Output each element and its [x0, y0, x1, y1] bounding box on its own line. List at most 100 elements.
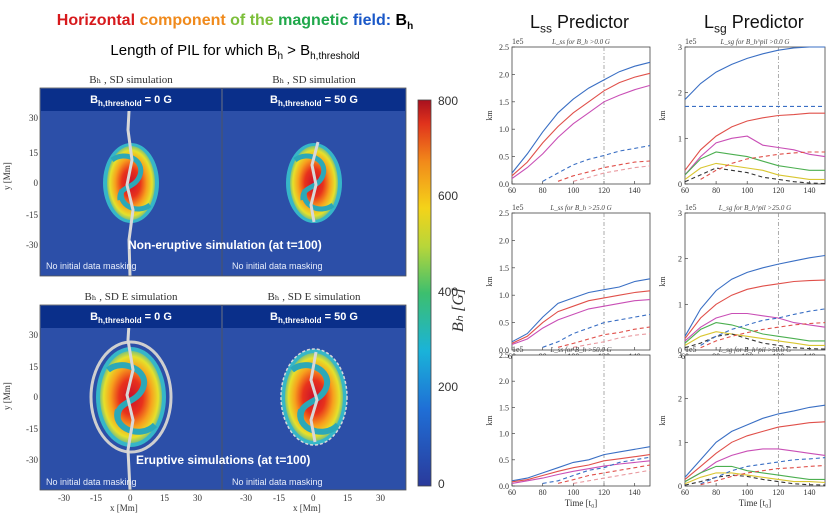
field-blob-sde-50 — [280, 348, 348, 446]
x-tick-label: 80 — [539, 488, 547, 497]
x-tick-label: 60 — [681, 186, 689, 195]
y-axis-label: km — [485, 110, 494, 121]
y-tick: 30 — [29, 113, 38, 123]
lss-rest: Predictor — [552, 12, 630, 32]
series-line-blue — [684, 254, 826, 337]
series-line-pink-dash — [573, 333, 651, 348]
series-line-magenta — [684, 448, 826, 483]
series-line-pink-dash — [573, 165, 651, 182]
y-tick-label: 2.0 — [499, 377, 509, 386]
y-tick: 0 — [33, 178, 39, 188]
y-tick: -15 — [26, 424, 38, 434]
threshold-banner-sde-50: Bh,threshold = 50 G — [223, 306, 405, 328]
series-line-red-dash — [557, 464, 651, 484]
series-line-magenta — [511, 460, 651, 484]
figure-subtitle: Length of PIL for which Bh > Bh,threshol… — [0, 42, 470, 62]
banner-b: B — [270, 94, 278, 106]
banner-value: 0 G — [154, 311, 172, 323]
title-word-3: of the — [230, 12, 274, 29]
banner-b: B — [270, 311, 278, 323]
title-word-1: Horizontal — [56, 12, 136, 29]
chart-title: L_sg for B_h^pil >50.0 G — [718, 346, 791, 354]
x-tick-label: 100 — [567, 488, 579, 497]
lsg-l: L — [704, 12, 715, 32]
series-line-blue-dash — [542, 145, 651, 182]
x-tick: -15 — [273, 493, 285, 503]
y-tick: 0 — [33, 392, 39, 402]
magnetic-field-maps — [39, 87, 432, 491]
banner-sub: h,threshold — [277, 99, 322, 109]
x-tick: 30 — [376, 493, 385, 503]
x-tick-label: 140 — [803, 186, 815, 195]
series-line-blue-dash — [700, 308, 826, 346]
chart-panel-3: L_ss for B_h >25.0 G1e50.00.51.01.52.02.… — [485, 203, 651, 361]
chart-scale: 1e5 — [685, 345, 697, 354]
series-line-red-dash — [700, 322, 826, 349]
y-tick-label: 0.5 — [499, 319, 509, 328]
y-tick-label: 1 — [678, 134, 682, 143]
series-line-red-dash — [557, 326, 651, 348]
masking-note-sd-50: No initial data masking — [232, 261, 323, 271]
y-tick-label: 1.5 — [499, 403, 509, 412]
chart-panel-5: L_ss for B_h >50.0 G1e50.00.51.01.52.02.… — [485, 345, 651, 508]
y-tick-label: 0.0 — [499, 482, 509, 491]
y-tick-label: 2.5 — [499, 43, 509, 52]
chart-scale: 1e5 — [512, 37, 524, 46]
series-line-red — [511, 72, 651, 177]
lsg-header: Lsg Predictor — [704, 12, 804, 36]
series-line-black-dash — [684, 474, 826, 486]
chart-scale: 1e5 — [512, 203, 524, 212]
series-line-red-dash — [700, 464, 826, 486]
field-blob-sd-50 — [286, 141, 342, 223]
chart-frame — [684, 354, 826, 487]
series-line-magenta — [511, 299, 651, 346]
y-tick-label: 2.0 — [499, 236, 509, 245]
y-tick-label: 0.0 — [499, 346, 509, 355]
chart-panel-4: L_sg for B_h^pil >25.0 G1e50123km6080100… — [658, 203, 826, 361]
y-tick-label: 0 — [678, 180, 682, 189]
title-word-5: field: — [352, 12, 392, 29]
y-tick-label: 0.5 — [499, 456, 509, 465]
y-tick-label: 0.5 — [499, 153, 509, 162]
y-axis-label: km — [485, 276, 494, 287]
colorbar-tick: 400 — [438, 285, 459, 299]
x-tick-label: 120 — [598, 186, 610, 195]
y-tick-label: 0.0 — [499, 180, 509, 189]
threshold-banner-sde-0: Bh,threshold = 0 G — [41, 306, 221, 328]
lsg-rest: Predictor — [726, 12, 804, 32]
series-line-red — [684, 279, 826, 339]
colorbar-tick: 600 — [438, 189, 459, 203]
field-blob-sd-0 — [103, 91, 159, 277]
colorbar-tick: 800 — [438, 94, 459, 108]
banner-b: B — [90, 94, 99, 106]
chart-panel-1: L_ss for B_h >0.0 G 1e5 0.0 0.5 1.0 1.5 2.0 2.5… — [485, 37, 651, 195]
series-line-red — [684, 112, 825, 171]
y-tick-label: 2 — [678, 255, 682, 264]
y-tick-label: 3 — [678, 209, 682, 218]
x-tick-label: 100 — [741, 488, 753, 497]
field-blob-sde-0 — [89, 306, 173, 491]
y-tick-label: 2.5 — [499, 351, 509, 360]
figure-title: Horizontal component of the magnetic fie… — [0, 12, 470, 32]
x-tick-label: 140 — [803, 488, 815, 497]
y-tick-label: 2.5 — [499, 209, 509, 218]
x-tick-label: 60 — [508, 186, 516, 195]
series-line-green — [684, 465, 825, 483]
colorbar-label: Bₕ [G] — [450, 287, 467, 332]
series-line-yellow — [684, 331, 825, 346]
chart-title: L_ss for B_h >25.0 G — [549, 204, 611, 212]
banner-sub: h,threshold — [98, 99, 142, 109]
chart-scale: 1e5 — [685, 37, 697, 46]
banner-sub: h,threshold — [277, 316, 322, 326]
series-line-pink-dash — [573, 469, 651, 484]
y-tick-label: 1.0 — [499, 291, 509, 300]
x-tick-label: 120 — [772, 488, 784, 497]
series-line-yellow — [684, 162, 825, 180]
map-x-label: x [Mm] — [293, 503, 321, 513]
y-tick: 15 — [29, 148, 38, 158]
y-tick-label: 1.5 — [499, 98, 509, 107]
map-axes — [39, 87, 407, 491]
lss-sub: ss — [540, 21, 553, 36]
x-tick: -15 — [90, 493, 102, 503]
